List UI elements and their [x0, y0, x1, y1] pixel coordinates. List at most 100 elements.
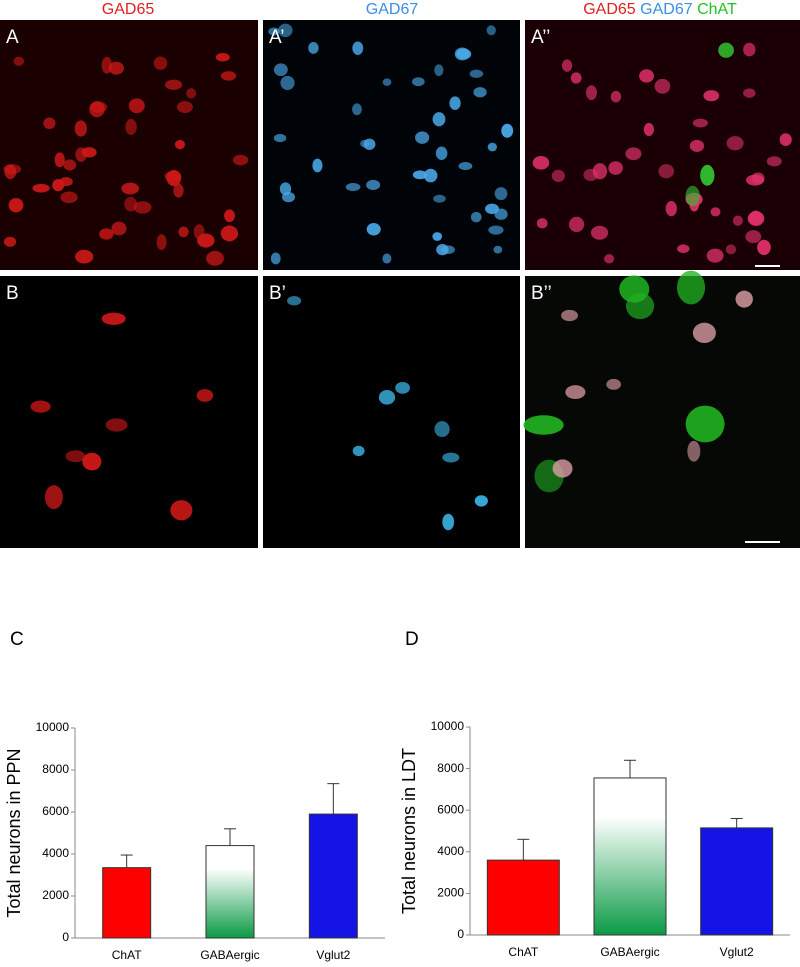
cell: [196, 389, 214, 402]
bar: [205, 845, 255, 939]
cell: [13, 56, 25, 66]
cell: [89, 101, 105, 118]
cell: [220, 71, 237, 81]
cell: [619, 275, 650, 303]
panel-label: A’’: [531, 27, 550, 48]
cell: [382, 78, 392, 86]
cell: [469, 69, 484, 78]
cell: [423, 168, 438, 183]
cell: [153, 56, 168, 70]
cell: [442, 452, 460, 463]
cell: [43, 117, 56, 130]
header: GAD65 GAD67 ChAT: [583, 1, 737, 18]
cell: [639, 69, 654, 83]
cell: [60, 191, 78, 204]
cell: [412, 170, 428, 180]
x-tick-label: Vglut2: [720, 945, 754, 959]
cell: [643, 122, 654, 137]
x-tick-label: GABAergic: [200, 948, 259, 962]
cell: [166, 170, 182, 187]
x-tick-label: Vglut2: [316, 948, 350, 962]
cell: [732, 215, 743, 226]
cell: [65, 450, 86, 463]
cell: [449, 96, 461, 111]
cell: [415, 131, 430, 144]
cell: [583, 168, 598, 181]
cell: [232, 154, 249, 166]
cell: [745, 230, 762, 244]
cell: [743, 42, 756, 57]
cell: [552, 459, 573, 478]
cell: [63, 159, 77, 171]
x-tick-label: GABAergic: [600, 945, 659, 959]
cell: [352, 103, 362, 116]
bar: [593, 777, 667, 936]
cell: [608, 161, 623, 175]
cell: [287, 296, 302, 306]
cell: [125, 118, 137, 135]
cell: [536, 218, 548, 229]
cell: [133, 201, 152, 214]
cell: [32, 183, 50, 193]
cell: [281, 191, 296, 203]
y-tick-label: 4000: [437, 844, 464, 858]
cell: [433, 194, 446, 203]
header: GAD67: [366, 1, 419, 18]
cell: [718, 42, 734, 58]
y-tick-label: 0: [62, 930, 69, 944]
cell: [108, 61, 124, 75]
cell: [685, 185, 700, 207]
y-axis-label: Total neurons in LDT: [399, 748, 419, 914]
cell: [82, 452, 102, 471]
cell: [677, 244, 690, 254]
cell: [176, 101, 193, 114]
cell: [551, 169, 565, 182]
cell: [434, 421, 450, 438]
cell: [74, 120, 87, 137]
cell: [432, 112, 446, 127]
cell: [215, 53, 230, 62]
bar: [102, 867, 152, 939]
micrograph: [525, 276, 800, 548]
cell: [366, 223, 381, 236]
cell: [568, 216, 585, 233]
cell: [156, 234, 167, 251]
cell: [105, 418, 128, 432]
cell: [436, 243, 449, 256]
cell: [700, 164, 715, 186]
cell: [606, 378, 622, 390]
cell: [442, 513, 455, 531]
y-tick-label: 6000: [42, 804, 69, 818]
cell: [494, 208, 508, 220]
bar: [308, 813, 358, 939]
panel-label: B’: [269, 283, 286, 304]
cell: [570, 72, 582, 84]
cell: [352, 41, 364, 55]
cell: [360, 139, 370, 148]
y-tick-label: 0: [457, 927, 464, 941]
y-tick-label: 6000: [437, 802, 464, 816]
cell: [474, 495, 488, 507]
panel-label: A’: [269, 27, 284, 48]
cell: [687, 440, 701, 462]
cell: [273, 63, 288, 77]
cell: [121, 182, 140, 195]
cell: [766, 156, 782, 167]
y-tick-label: 10000: [36, 720, 70, 734]
cell: [561, 59, 573, 72]
cell: [706, 248, 724, 263]
cell: [345, 183, 361, 192]
cell: [749, 210, 762, 224]
header-part: GAD65: [583, 1, 636, 18]
cell: [532, 156, 550, 170]
x-tick-label: ChAT: [112, 948, 142, 962]
cell: [197, 233, 215, 248]
cell: [111, 221, 127, 236]
cell: [692, 322, 716, 344]
x-tick-label: ChAT: [508, 945, 538, 959]
cell: [703, 90, 720, 102]
cell: [726, 136, 744, 151]
bar: [700, 827, 774, 936]
cell: [270, 252, 281, 265]
